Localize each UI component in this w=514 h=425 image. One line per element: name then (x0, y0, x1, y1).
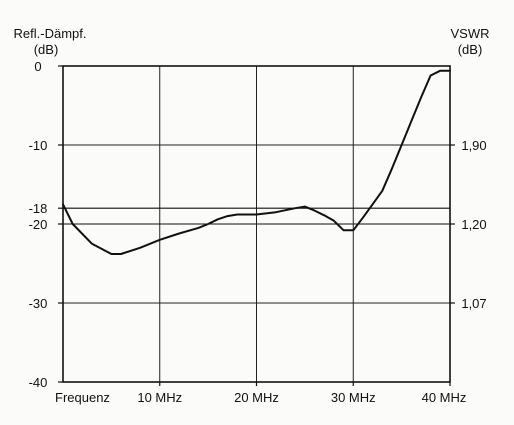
x-tick-label: 40 MHz (422, 390, 467, 405)
right-tick-label: 1,90 (461, 138, 486, 153)
right-tick-label: 1,07 (461, 296, 486, 311)
right-tick-label: 1,20 (461, 217, 486, 232)
left-axis-title-line1: Refl.-Dämpf. (13, 26, 87, 41)
x-tick-label: 30 MHz (331, 390, 376, 405)
x-tick-label: Frequenz (55, 390, 110, 405)
left-axis-title-line2: (dB) (33, 42, 59, 57)
right-axis-title-line1: VSWR (450, 26, 490, 41)
left-tick-label: -18 (29, 201, 48, 216)
left-tick-label: -20 (29, 217, 48, 232)
right-axis-title: VSWR (dB) (440, 26, 500, 58)
series-line (62, 69, 451, 255)
left-tick-label: -40 (29, 375, 48, 390)
x-tick-label: 10 MHz (137, 390, 182, 405)
left-axis-title: Refl.-Dämpf. (dB) (2, 26, 98, 58)
left-tick-label: -30 (29, 296, 48, 311)
left-tick-label: 0 (34, 59, 41, 74)
right-axis-title-line2: (dB) (457, 42, 483, 57)
x-tick-label: 20 MHz (234, 390, 279, 405)
left-tick-label: -10 (29, 138, 48, 153)
